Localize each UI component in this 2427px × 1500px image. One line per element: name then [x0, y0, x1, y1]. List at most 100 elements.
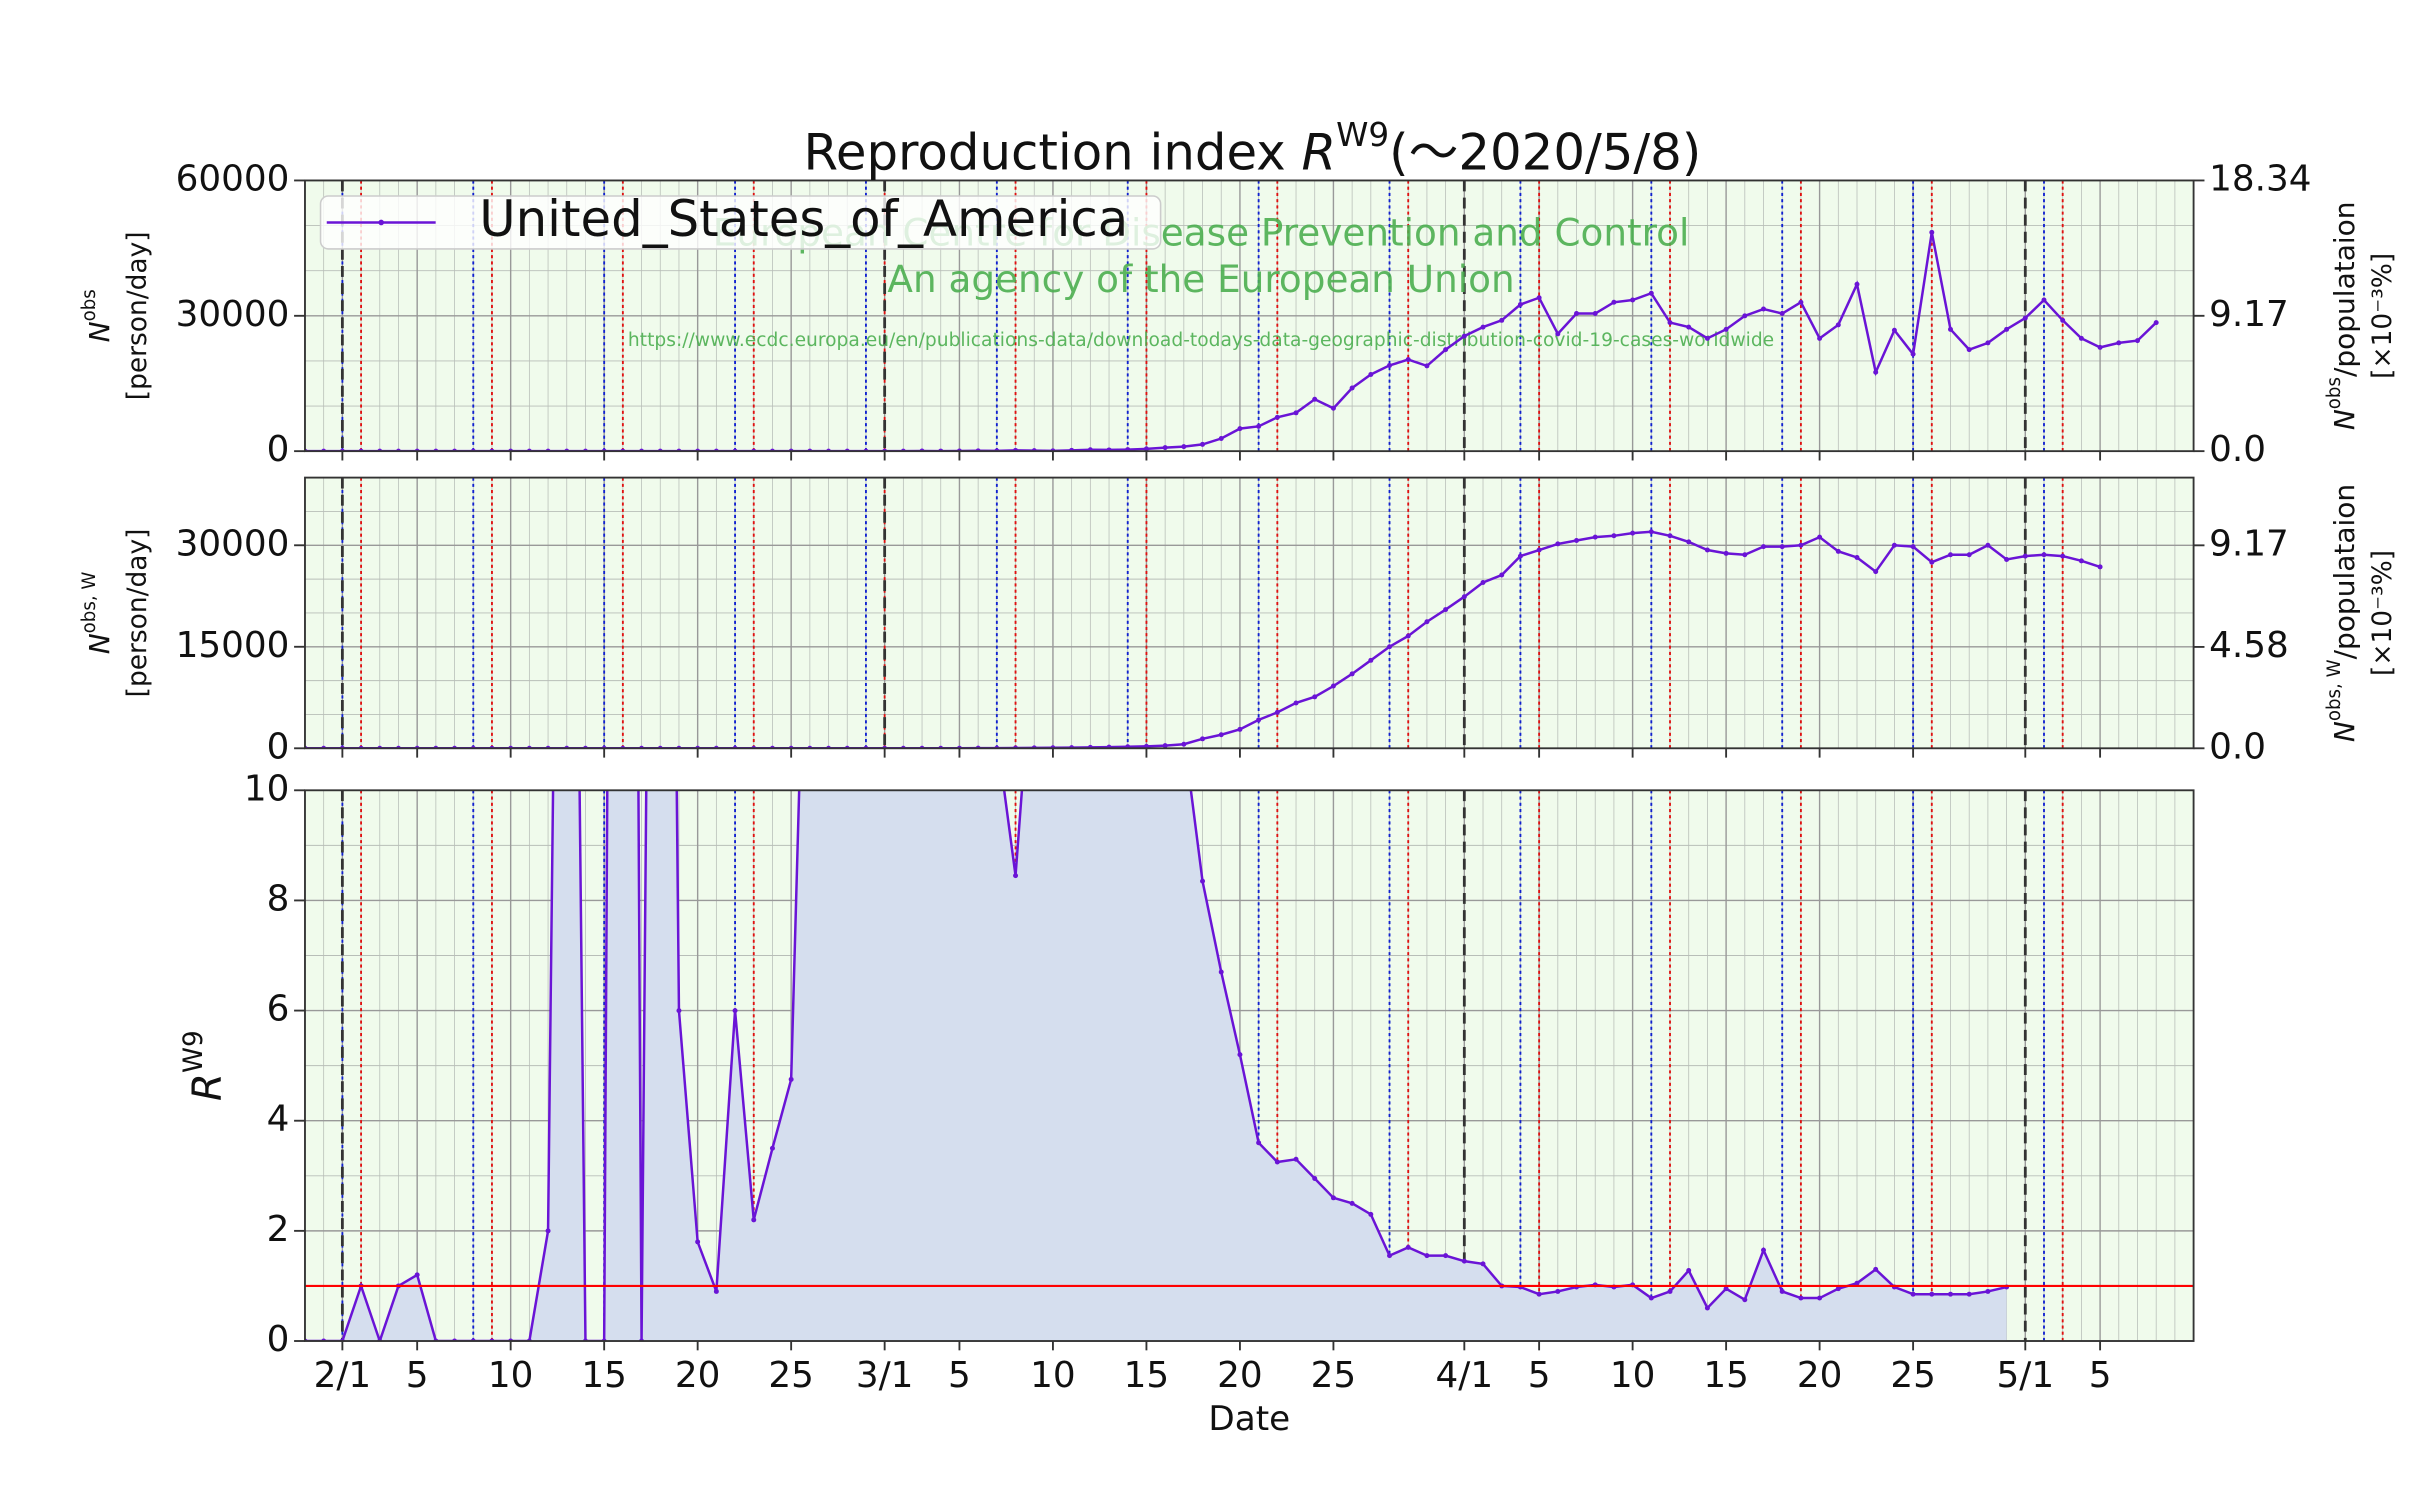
point — [2004, 326, 2010, 332]
point — [1200, 878, 1206, 884]
point — [2004, 556, 2010, 562]
point — [1592, 311, 1598, 317]
y-axis-label: RW9 — [178, 1030, 231, 1101]
point — [1929, 1291, 1935, 1297]
point — [1592, 534, 1598, 540]
point — [1648, 290, 1654, 296]
point — [1330, 1195, 1336, 1201]
y-axis-label-symbol: N — [83, 321, 116, 342]
x-tick-label: 15 — [581, 1355, 627, 1396]
point — [1330, 405, 1336, 411]
y-tick-label: 15000 — [176, 625, 290, 666]
point — [1574, 311, 1580, 317]
x-tick-label: 5 — [1528, 1355, 1551, 1396]
legend-box — [319, 195, 1162, 250]
y2-tick-label: 0.0 — [2209, 726, 2266, 767]
x-tick-label: 10 — [488, 1355, 534, 1396]
point — [1723, 1286, 1729, 1292]
y-tick-label: 0 — [267, 726, 290, 767]
x-tick-label: 5 — [2089, 1355, 2112, 1396]
y2-axis-label-superscript: obs, W — [2324, 659, 2345, 721]
point — [1274, 709, 1280, 715]
x-tick-label: 5 — [948, 1355, 971, 1396]
x-axis-label: Date — [1208, 1399, 1290, 1439]
point — [1256, 423, 1262, 429]
point — [1368, 371, 1374, 377]
point — [1274, 414, 1280, 420]
title-text: Reproduction index — [804, 123, 1302, 181]
point — [1966, 1291, 1972, 1297]
point — [2078, 558, 2084, 564]
plot-frame — [304, 789, 2195, 1342]
x-tick-label: 25 — [1890, 1355, 1936, 1396]
point — [1461, 594, 1467, 600]
point — [1742, 1297, 1748, 1303]
y2-tick-label: 4.58 — [2209, 625, 2289, 666]
point — [695, 1239, 701, 1245]
y-tick-label: 60000 — [176, 158, 290, 199]
x-tick-label: 10 — [1610, 1355, 1656, 1396]
point — [1200, 441, 1206, 447]
point — [1686, 539, 1692, 545]
point — [1293, 1156, 1299, 1162]
y-tick-label: 10 — [244, 768, 290, 809]
y-axis-label-symbol: R — [183, 1073, 231, 1101]
point — [1686, 1268, 1692, 1274]
point — [1648, 1295, 1654, 1301]
point — [1929, 229, 1935, 235]
y-axis-label-superscript: obs — [79, 289, 100, 321]
point — [1536, 295, 1542, 301]
point — [1910, 544, 1916, 550]
point — [1686, 324, 1692, 330]
point — [1948, 1291, 1953, 1297]
point — [1143, 446, 1149, 452]
point — [1480, 324, 1486, 330]
point — [1087, 447, 1093, 452]
x-tick-label: 4/1 — [1436, 1355, 1494, 1396]
x-tick-label: 10 — [1030, 1355, 1076, 1396]
point — [1835, 1286, 1841, 1292]
point — [1461, 333, 1467, 339]
annotation: https://www.ecdc.europa.eu/en/publicatio… — [628, 330, 1774, 351]
point — [1761, 306, 1766, 312]
point — [1835, 322, 1841, 328]
point — [2060, 317, 2066, 323]
y-tick-label: 0 — [267, 1319, 290, 1360]
point — [2060, 553, 2066, 559]
point — [1910, 1291, 1916, 1297]
point — [1218, 969, 1224, 975]
point — [788, 1076, 794, 1082]
legend-label: United_States_of_America — [479, 190, 1128, 248]
x-tick-label: 2/1 — [314, 1355, 372, 1396]
y-axis-label-symbol: N — [83, 633, 116, 654]
point — [1985, 340, 1991, 346]
point — [1574, 538, 1580, 544]
point — [1237, 726, 1243, 732]
point — [1312, 694, 1318, 700]
y2-tick-label: 0.0 — [2209, 429, 2266, 470]
point — [1218, 732, 1224, 738]
point — [1162, 445, 1168, 451]
point — [1517, 302, 1523, 308]
point — [1667, 320, 1673, 326]
point — [1891, 327, 1897, 333]
y2-axis-label-symbol: N — [2328, 409, 2361, 430]
y2-axis-label: Nobs, W/populataion — [2324, 484, 2361, 742]
legend-marker — [378, 219, 385, 226]
point — [1125, 744, 1131, 749]
point — [1405, 633, 1411, 639]
point — [1630, 297, 1636, 303]
x-tick-label: 5/1 — [1997, 1355, 2055, 1396]
point — [1948, 552, 1953, 558]
y-axis-label-superscript: obs, W — [79, 572, 100, 634]
point — [1854, 554, 1860, 560]
point — [1630, 530, 1636, 536]
point — [2041, 297, 2047, 303]
point — [1667, 533, 1673, 539]
x-tick-label: 15 — [1703, 1355, 1749, 1396]
point — [1835, 548, 1841, 554]
point — [1443, 1253, 1449, 1259]
x-tick-label: 20 — [1217, 1355, 1263, 1396]
point — [1555, 331, 1561, 337]
point — [1181, 444, 1187, 450]
